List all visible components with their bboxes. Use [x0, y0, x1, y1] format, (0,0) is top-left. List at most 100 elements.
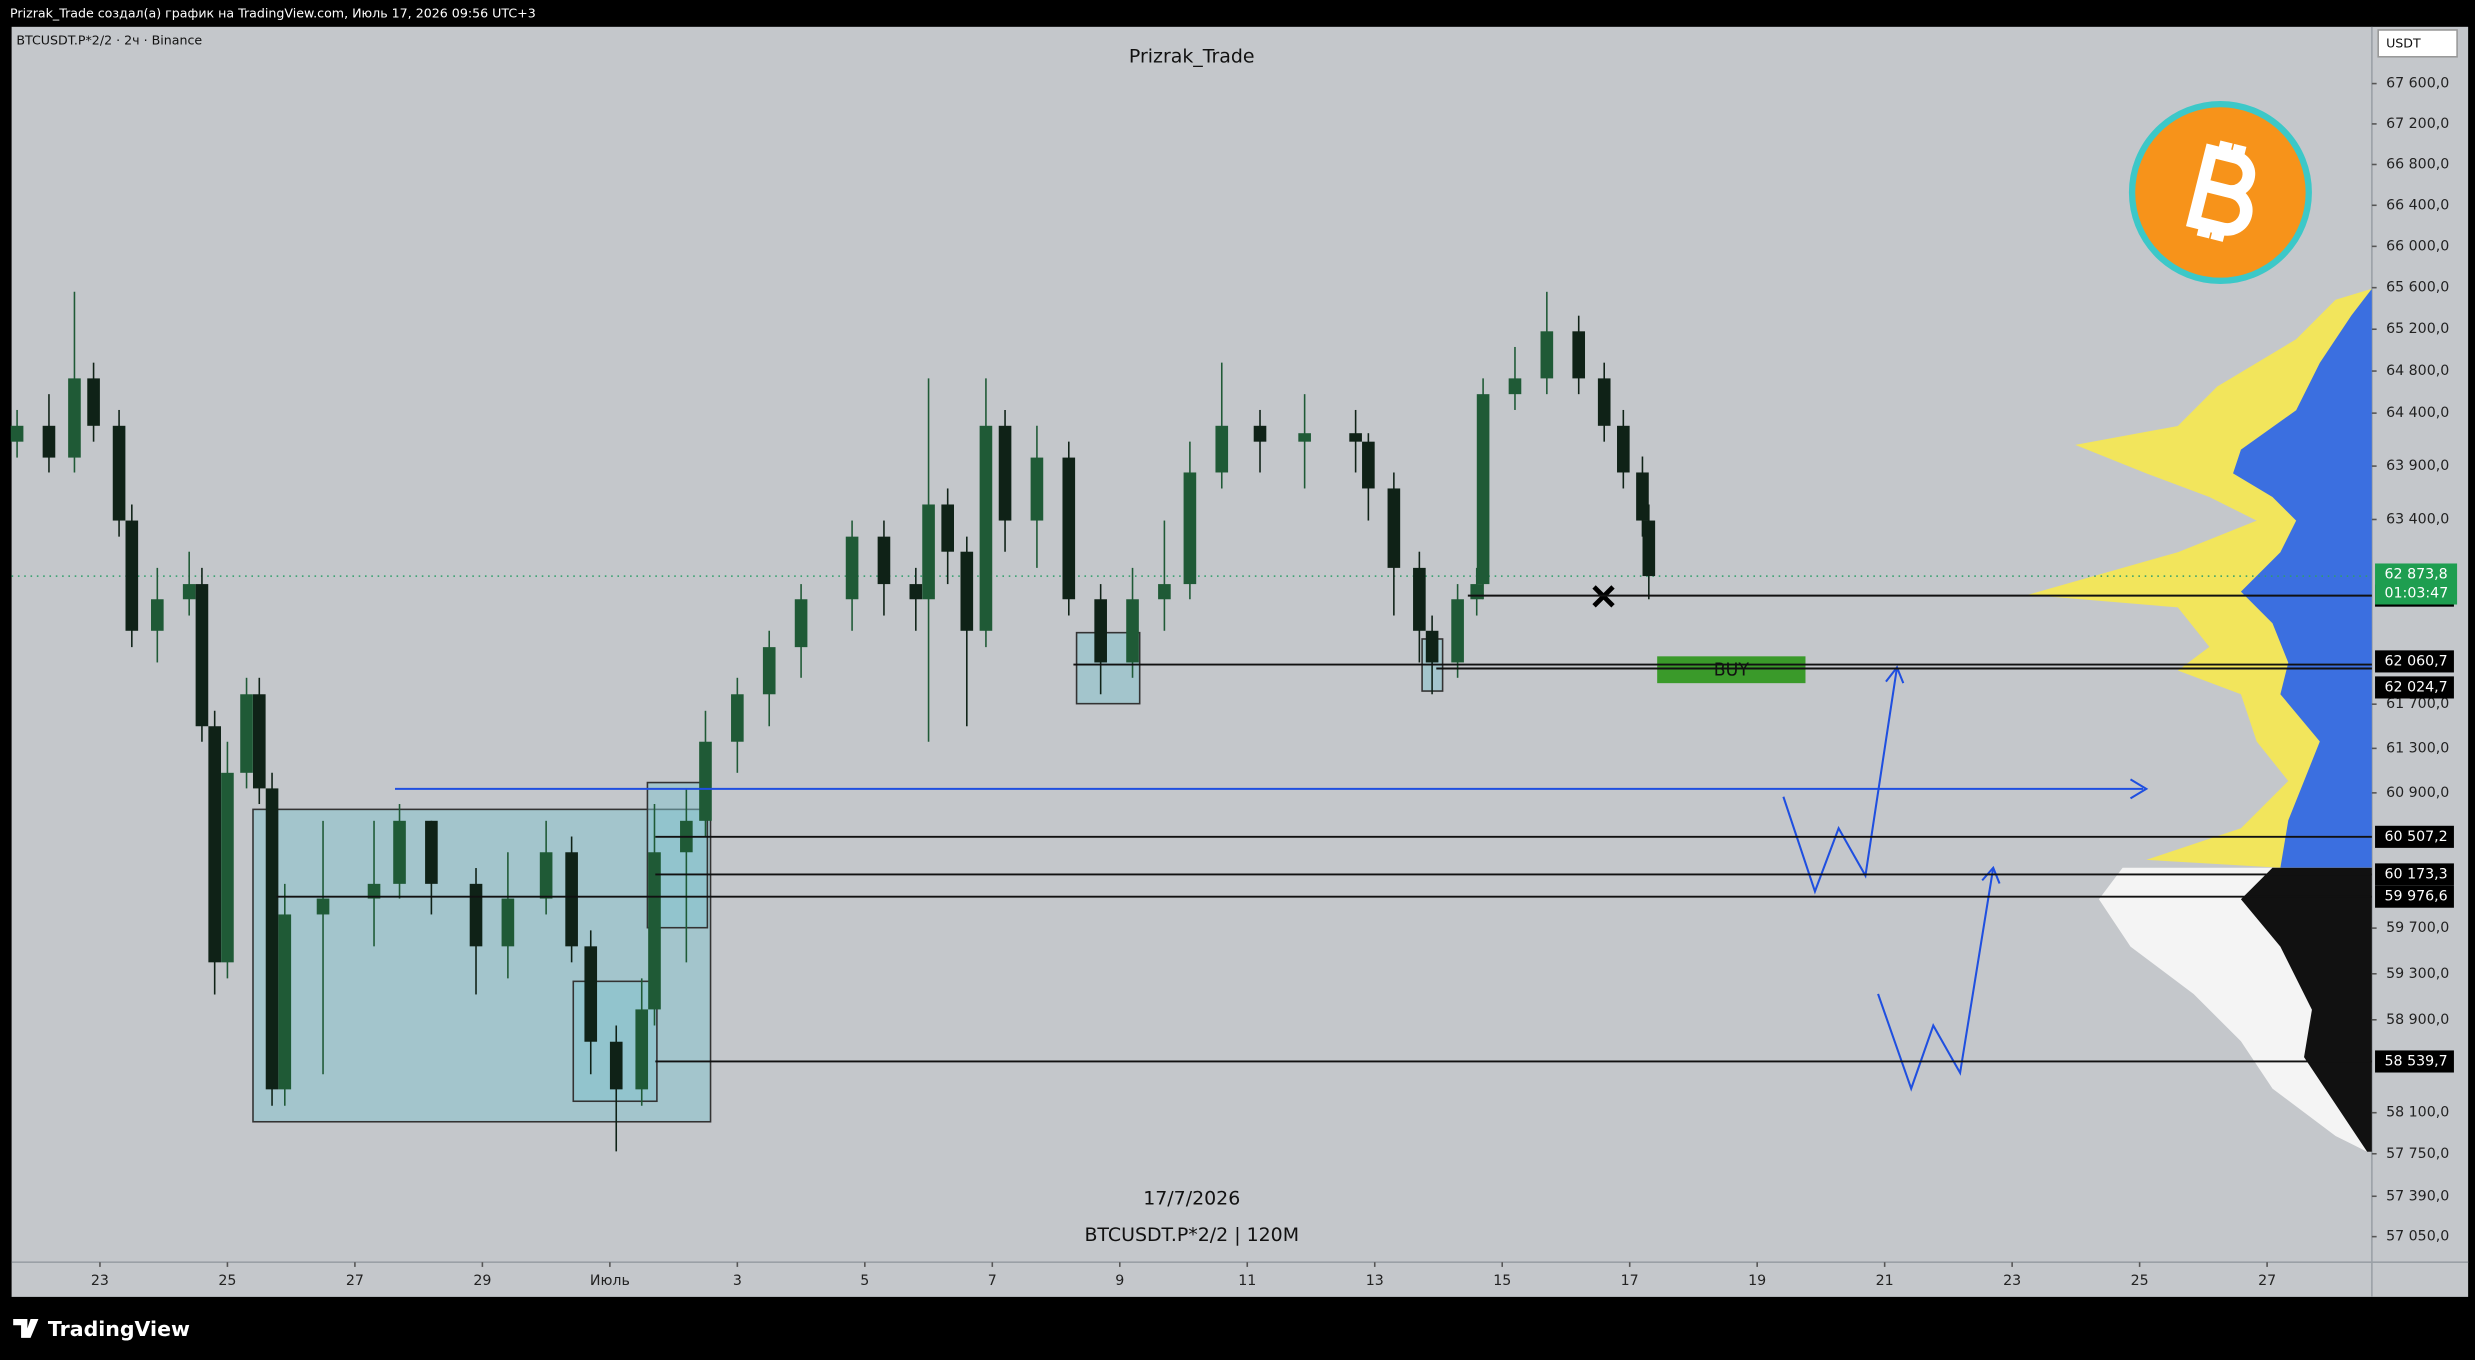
level-tag [2375, 863, 2454, 886]
arrow-head [1885, 665, 1905, 684]
candle-body [1572, 331, 1586, 379]
level-label: 62 060,7 [2385, 653, 2448, 669]
candle-body [1215, 425, 1229, 473]
candle-body [42, 425, 56, 458]
y-tick-label: 57 050,0 [2386, 1229, 2449, 1245]
path-projection[interactable] [1782, 667, 1899, 895]
level-tag [2375, 676, 2454, 699]
logo-b [2186, 140, 2256, 242]
chart-title: Prizrak_Trade [1129, 45, 1255, 67]
candle-body [877, 536, 891, 585]
candle-body [1476, 394, 1490, 585]
candle-body [112, 425, 126, 521]
x-tick-label: 27 [346, 1273, 364, 1289]
level-label: 62 024,7 [2385, 679, 2448, 695]
candle-body [1362, 441, 1375, 489]
candle-body [151, 599, 164, 631]
level-tag [2375, 825, 2454, 848]
arrow-head [1981, 865, 2001, 884]
y-tick-label: 66 800,0 [2386, 156, 2449, 172]
plot [10, 291, 2372, 1152]
x-tick-label: 27 [2258, 1273, 2276, 1289]
buy-label[interactable]: BUY [1714, 661, 1750, 681]
bitcoin-logo [2128, 100, 2312, 284]
y-tick-label: 57 750,0 [2386, 1146, 2449, 1162]
candle-body [909, 584, 923, 600]
candle-body [393, 820, 406, 884]
y-tick-label: 63 400,0 [2386, 511, 2449, 527]
zone-box[interactable] [1075, 631, 1141, 705]
candle-body [845, 536, 859, 600]
candle-body [265, 788, 279, 1090]
candle-body [731, 694, 744, 742]
x-tick-label: 3 [733, 1273, 742, 1289]
candle-body [1636, 472, 1649, 521]
symbol-info: BTCUSDT.P*2/2 · 2ч · Binance [16, 33, 202, 48]
brand-logo: TradingView [13, 1317, 190, 1341]
candle-body [762, 647, 776, 695]
candle-body [10, 425, 24, 442]
level-tag [2375, 1050, 2454, 1073]
y-tick-label: 64 800,0 [2386, 363, 2449, 379]
candle-body [1253, 425, 1267, 442]
currency-box[interactable] [2377, 29, 2458, 58]
candle-body [794, 599, 808, 648]
brand-name: TradingView [48, 1317, 190, 1341]
volume-profile [2027, 288, 2372, 1152]
header: Prizrak_Trade создал(а) график на Tradin… [10, 6, 536, 21]
candle-body [699, 741, 712, 821]
x-tick-label: 29 [473, 1273, 491, 1289]
candle-body [539, 852, 553, 899]
x-tick-label: 23 [2003, 1273, 2021, 1289]
level-label: 60 507,2 [2385, 829, 2448, 845]
candle-body [1298, 433, 1311, 442]
y-tick-label: 60 900,0 [2386, 785, 2449, 801]
y-tick-label: 59 300,0 [2386, 966, 2449, 982]
candle-body [425, 820, 438, 884]
candle-body [922, 504, 935, 600]
x-tick-label: 7 [988, 1273, 997, 1289]
candle-body [1349, 433, 1362, 442]
candle-body [1126, 599, 1139, 663]
y-tick-label: 65 200,0 [2386, 321, 2449, 337]
candle-body [1508, 378, 1522, 395]
x-tick-label: 15 [1493, 1273, 1511, 1289]
candle-body [208, 726, 221, 963]
y-tick-label: 61 300,0 [2386, 740, 2449, 756]
candle-body [584, 946, 598, 1042]
x-tick-label: 9 [1115, 1273, 1124, 1289]
x-tick-label: 17 [1621, 1273, 1639, 1289]
currency[interactable]: USDT [2386, 36, 2421, 51]
candle-body [87, 378, 100, 426]
y-tick-label: 65 600,0 [2386, 280, 2449, 296]
level-label: 58 539,7 [2385, 1053, 2448, 1069]
x-tick-label: 21 [1876, 1273, 1894, 1289]
candle-body [1597, 378, 1611, 426]
candle-body [609, 1041, 623, 1090]
candle-body [1425, 630, 1439, 663]
path-projection[interactable] [1877, 867, 1995, 1092]
candle-body [367, 883, 381, 899]
y-tick-label: 67 600,0 [2386, 76, 2449, 92]
candle-body [1158, 584, 1171, 600]
x-tick-label: 25 [218, 1273, 236, 1289]
last-price-tag [2375, 563, 2458, 605]
level-tag [2375, 885, 2454, 908]
watermark-symbol: BTCUSDT.P*2/2 | 120M [1084, 1224, 1299, 1246]
level-label: 60 173,3 [2385, 866, 2448, 882]
candle-body [1030, 457, 1044, 521]
candle-body [221, 772, 234, 963]
candle-body [68, 378, 81, 458]
candle-body [1413, 567, 1426, 631]
x-tick-label: 19 [1748, 1273, 1766, 1289]
candle-body [278, 914, 292, 1090]
candle-body [635, 1009, 649, 1090]
buy-box[interactable] [1657, 656, 1806, 684]
candle-body [565, 852, 578, 947]
candle-body [1094, 599, 1107, 663]
brand-icon [13, 1318, 39, 1338]
y-tick-label: 61 700,0 [2386, 696, 2449, 712]
x-tick-label: 23 [91, 1273, 109, 1289]
candle-body [501, 898, 515, 947]
